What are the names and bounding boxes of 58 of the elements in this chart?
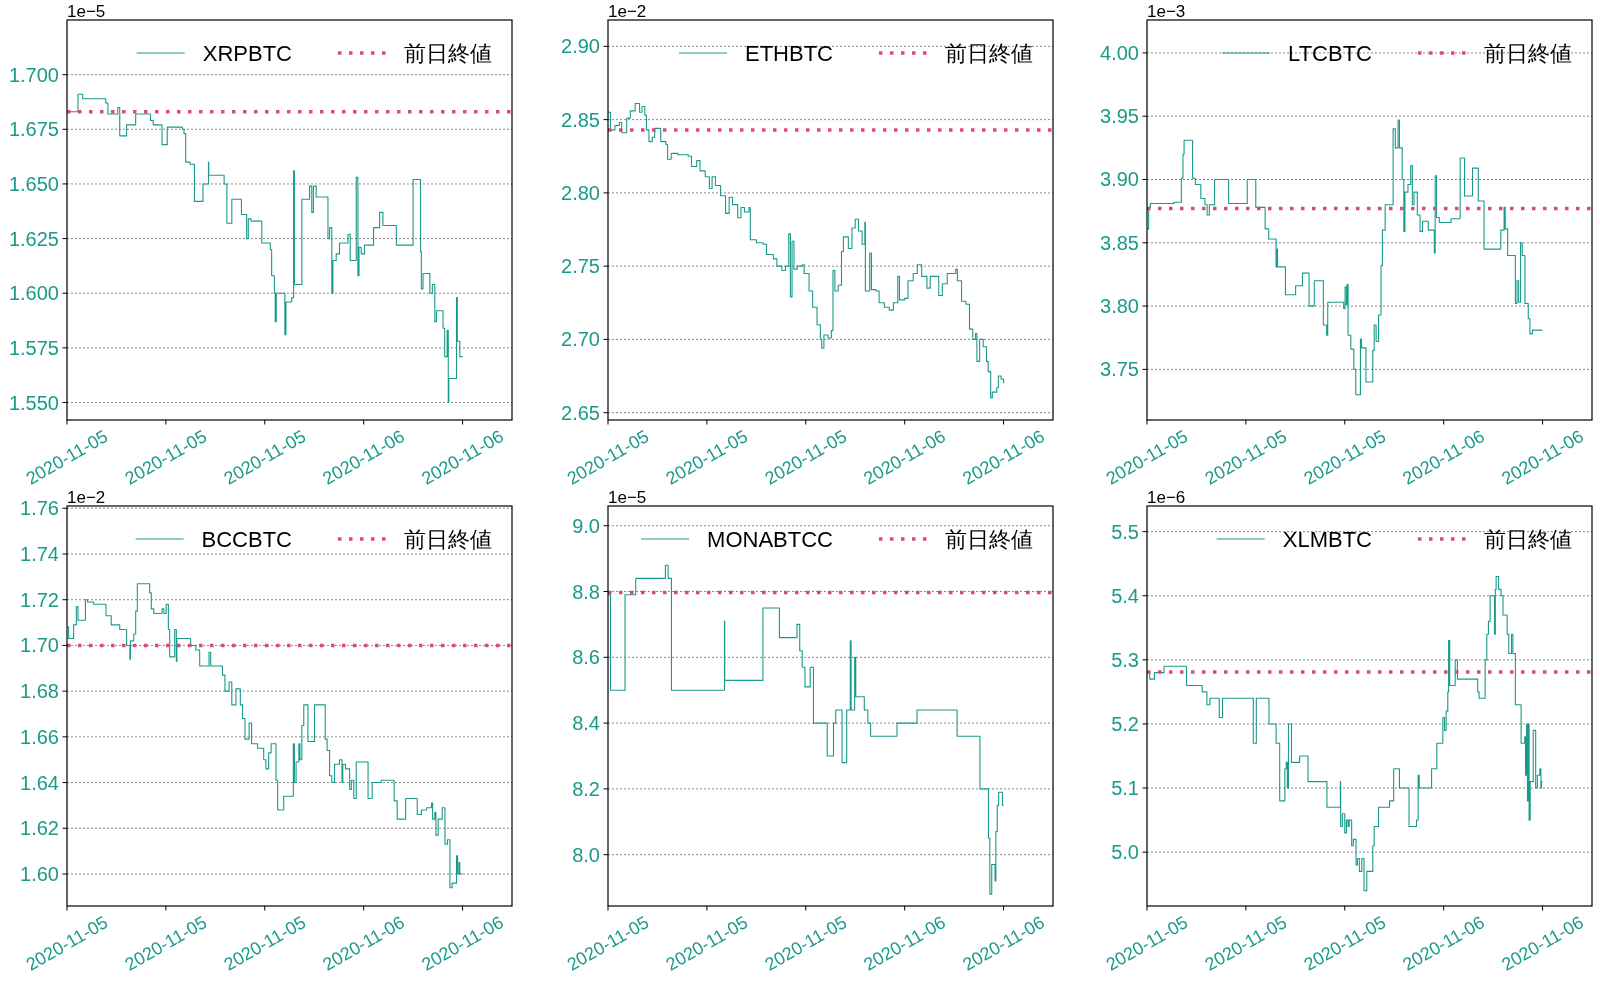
y-tick-label: 2.80 <box>561 181 600 204</box>
y-tick-label: 2.90 <box>561 35 600 58</box>
y-tick-label: 1.74 <box>20 543 59 565</box>
legend-label: MONABTCC <box>707 526 833 552</box>
y-tick-label: 8.0 <box>572 843 600 866</box>
y-tick-label: 2.85 <box>561 108 600 131</box>
y-tick-label: 1.76 <box>20 497 59 520</box>
legend-label: 前日終値 <box>945 526 1033 552</box>
y-tick-label: 1.575 <box>8 336 59 359</box>
y-tick-label: 8.4 <box>572 712 600 735</box>
legend-label: XRPBTC <box>202 40 292 66</box>
legend-label: XLMBTC <box>1282 526 1372 552</box>
y-tick-label: 1.72 <box>20 588 59 611</box>
y-tick-label: 3.95 <box>1100 105 1139 128</box>
y-tick-label: 1.62 <box>20 817 59 840</box>
y-tick-label: 9.0 <box>572 514 600 537</box>
axis-offset-label: 1e−5 <box>608 488 647 507</box>
y-tick-label: 5.4 <box>1111 584 1139 607</box>
y-tick-label: 5.0 <box>1111 841 1139 864</box>
y-tick-label: 4.00 <box>1100 41 1139 64</box>
legend-label: 前日終値 <box>1484 526 1572 552</box>
y-tick-label: 1.66 <box>20 725 59 748</box>
legend-label: ETHBTC <box>745 40 833 66</box>
legend-label: 前日終値 <box>404 40 492 66</box>
axis-offset-label: 1e−2 <box>608 2 647 21</box>
y-tick-label: 1.700 <box>8 63 59 86</box>
y-tick-label: 3.80 <box>1100 295 1139 318</box>
legend-label: 前日終値 <box>404 526 492 552</box>
axis-offset-label: 1e−2 <box>67 488 106 507</box>
y-tick-label: 8.6 <box>572 646 600 669</box>
y-tick-label: 1.64 <box>20 771 59 794</box>
y-tick-label: 3.90 <box>1100 168 1139 191</box>
axis-offset-label: 1e−3 <box>1147 2 1186 21</box>
y-tick-label: 5.2 <box>1111 712 1139 735</box>
y-tick-label: 1.600 <box>8 282 59 305</box>
y-tick-label: 5.5 <box>1111 520 1139 543</box>
y-tick-label: 1.675 <box>8 118 59 141</box>
y-tick-label: 1.70 <box>20 634 59 657</box>
y-tick-label: 1.625 <box>8 227 59 250</box>
y-tick-label: 1.550 <box>8 391 59 414</box>
legend-label: 前日終値 <box>945 40 1033 66</box>
y-tick-label: 5.3 <box>1111 648 1139 671</box>
y-tick-label: 3.75 <box>1100 358 1139 381</box>
y-tick-label: 1.60 <box>20 863 59 885</box>
axis-offset-label: 1e−5 <box>67 2 106 21</box>
legend-label: LTCBTC <box>1288 40 1372 66</box>
axis-offset-label: 1e−6 <box>1147 488 1186 507</box>
y-tick-label: 1.650 <box>8 172 59 195</box>
y-tick-label: 2.70 <box>561 328 600 351</box>
y-tick-label: 3.85 <box>1100 231 1139 254</box>
y-tick-label: 2.75 <box>561 255 600 278</box>
y-tick-label: 1.68 <box>20 680 59 703</box>
legend-label: 前日終値 <box>1484 40 1572 66</box>
legend-label: BCCBTC <box>201 526 292 552</box>
y-tick-label: 5.1 <box>1111 777 1139 800</box>
y-tick-label: 2.65 <box>561 401 600 424</box>
y-tick-label: 8.8 <box>572 580 600 603</box>
y-tick-label: 8.2 <box>572 777 600 800</box>
